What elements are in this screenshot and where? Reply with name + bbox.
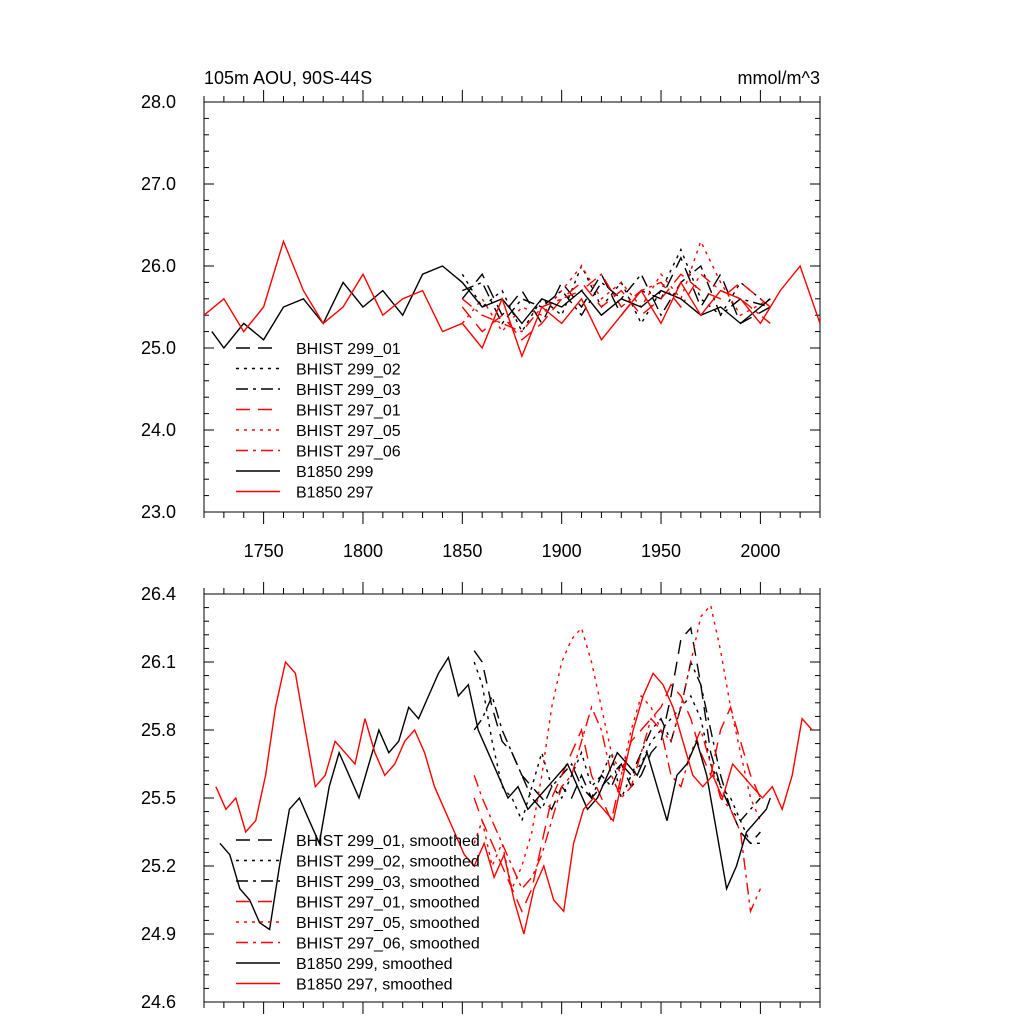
- y-tick-label: 23.0: [141, 502, 176, 522]
- y-tick-label: 28.0: [141, 92, 176, 112]
- series-line: [215, 660, 813, 935]
- series-line: [473, 705, 762, 914]
- series-line: [211, 265, 771, 350]
- x-tick-label: 1800: [343, 541, 383, 561]
- y-tick-label: 24.6: [141, 992, 176, 1012]
- y-tick-label: 25.2: [141, 856, 176, 876]
- legend-label: BHIST 299_01, smoothed: [296, 833, 480, 850]
- legend-label: BHIST 297_01: [296, 403, 401, 420]
- legend-label: BHIST 299_01: [296, 341, 401, 358]
- legend-label: BHIST 299_03, smoothed: [296, 874, 480, 891]
- series-line: [204, 239, 820, 359]
- x-tick-label: 1850: [442, 541, 482, 561]
- plot-frame: [203, 101, 821, 513]
- x-tick-label: 1950: [641, 541, 681, 561]
- legend-label: BHIST 297_01, smoothed: [296, 895, 480, 912]
- y-tick-label: 25.5: [141, 788, 176, 808]
- series-line: [219, 655, 771, 931]
- y-tick-label: 26.0: [141, 256, 176, 276]
- legend-label: BHIST 297_05: [296, 423, 401, 440]
- y-tick-label: 26.4: [141, 584, 176, 604]
- legend-label: B1850 299, smoothed: [296, 956, 453, 973]
- series-line: [461, 247, 771, 334]
- legend-label: BHIST 299_02: [296, 362, 401, 379]
- y-tick-label: 24.0: [141, 420, 176, 440]
- x-tick-label: 1900: [542, 541, 582, 561]
- legend-label: B1850 297: [296, 485, 374, 502]
- y-tick-label: 25.0: [141, 338, 176, 358]
- top-chart-title: 105m AOU, 90S-44S: [204, 68, 372, 88]
- series-line: [473, 626, 761, 845]
- bottom-plot-panel: 24.6 24.9 25.2 25.5 25.8 26.1 26.4 BHIST 299_01…: [141, 582, 821, 1014]
- y-tick-label: 27.0: [141, 174, 176, 194]
- top-chart-units: mmol/m^3: [738, 68, 820, 88]
- legend-label: BHIST 297_05, smoothed: [296, 915, 480, 932]
- y-tick-label: 26.1: [141, 652, 176, 672]
- legend-label: BHIST 299_03: [296, 382, 401, 399]
- x-tick-label: 2000: [740, 541, 780, 561]
- x-tick-label: 1750: [244, 541, 284, 561]
- legend-label: B1850 299: [296, 464, 374, 481]
- top-plot-panel: 23.0 24.0 25.0 26.0 27.0 28.0 1750 1800 1850 1900…: [141, 90, 821, 561]
- series-line: [461, 256, 771, 325]
- legend-label: B1850 297, smoothed: [296, 977, 453, 994]
- legend-label: BHIST 297_06: [296, 444, 401, 461]
- y-tick-label: 25.8: [141, 720, 176, 740]
- series-line: [473, 603, 762, 891]
- y-tick-label: 24.9: [141, 924, 176, 944]
- legend-label: BHIST 299_02, smoothed: [296, 854, 480, 871]
- series-line: [473, 659, 761, 822]
- legend-label: BHIST 297_06, smoothed: [296, 936, 480, 953]
